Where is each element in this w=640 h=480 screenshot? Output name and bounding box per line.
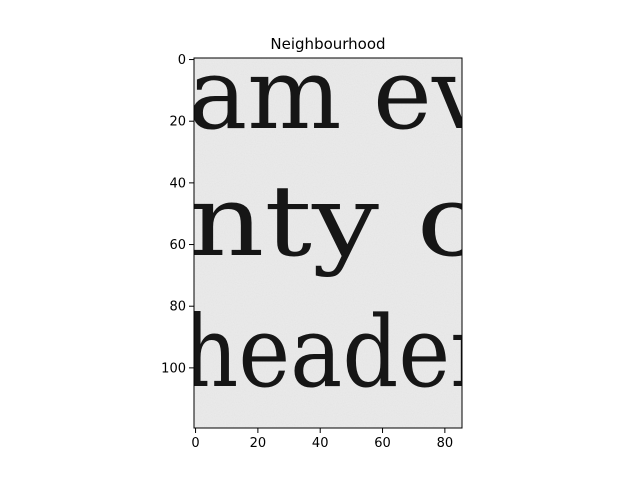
y-tick-label: 40 xyxy=(169,176,186,191)
y-tick-label: 0 xyxy=(178,53,186,68)
y-tick-label: 20 xyxy=(169,115,186,130)
image-text-line-2: nty o xyxy=(188,165,488,279)
x-tick-label: 20 xyxy=(250,436,267,451)
y-tick-label: 80 xyxy=(169,300,186,315)
x-tick-label: 80 xyxy=(437,436,454,451)
x-tick-label: 0 xyxy=(191,436,199,451)
y-axis: 0 20 40 60 80 100 xyxy=(161,53,194,376)
image-text-line-3: header xyxy=(182,296,492,410)
y-tick-label: 60 xyxy=(169,238,186,253)
chart-title: Neighbourhood xyxy=(270,35,385,53)
y-tick-label: 100 xyxy=(161,361,186,376)
x-axis: 0 20 40 60 80 xyxy=(191,428,453,451)
axes-frame xyxy=(193,57,463,429)
x-tick-label: 60 xyxy=(374,436,391,451)
x-tick-label: 40 xyxy=(312,436,329,451)
image-plot-area: am ev nty o header xyxy=(182,38,492,428)
image-text-line-1: am ev xyxy=(188,38,489,152)
image-noise xyxy=(194,58,462,428)
